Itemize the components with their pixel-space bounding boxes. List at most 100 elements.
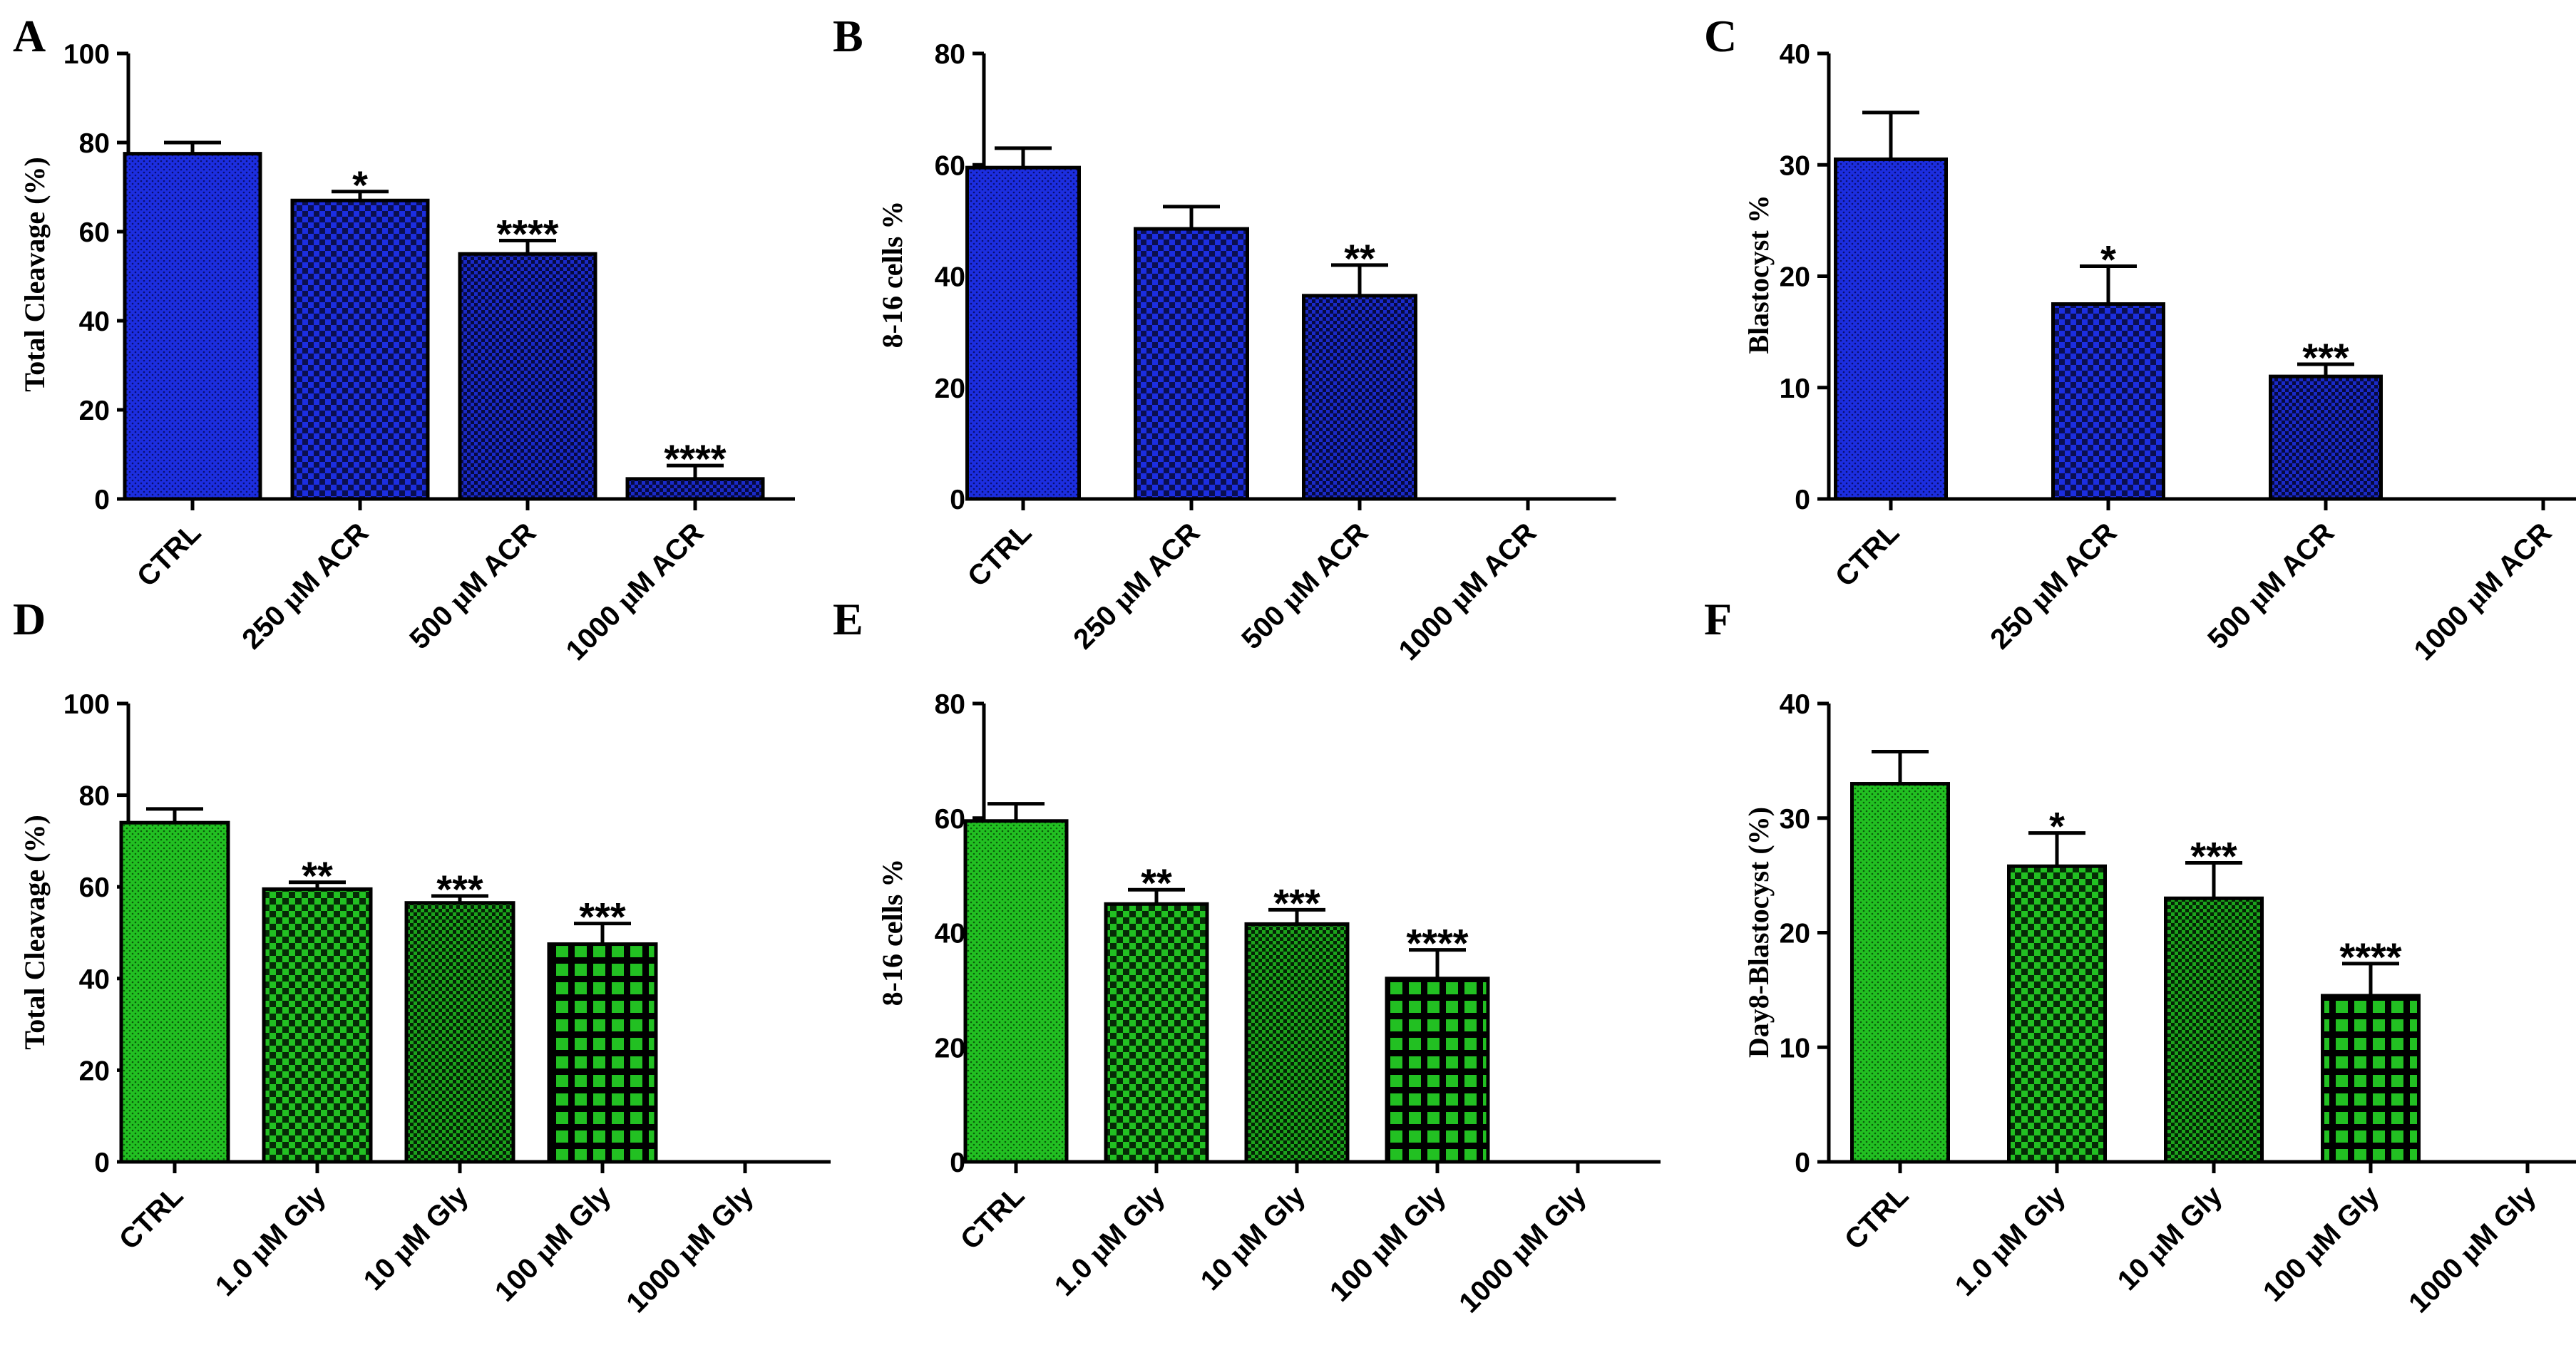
x-tick-label: 1000 µM ACR [2408,516,2558,666]
x-tick-label: 10 µM Gly [1194,1179,1312,1297]
panel-letter: C [1704,11,1737,61]
y-axis-label: Total Cleavage (%) [19,815,51,1050]
significance-marker: **** [664,436,726,481]
y-tick-label: 40 [79,964,110,995]
bar [963,819,1069,1164]
x-tick-label: 100 µM Gly [2257,1179,2386,1308]
y-tick-label: 0 [1795,485,1810,515]
bar [262,887,373,1164]
y-tick-label: 30 [1780,150,1810,181]
x-tick-label: 10 µM Gly [357,1179,475,1297]
bar [2007,864,2107,1164]
y-tick-label: 40 [935,262,965,293]
y-tick-label: 80 [935,39,965,70]
x-tick-label: 250 µM ACR [1984,516,2123,655]
y-tick-label: 10 [1780,374,1810,404]
bar [625,477,765,501]
x-tick-label: 1000 µM ACR [1392,516,1543,666]
bar [119,820,230,1164]
significance-marker: ** [302,853,333,898]
bar [1134,227,1249,501]
bar [2269,374,2383,501]
x-tick-label: CTRL [1839,1180,1915,1256]
y-tick-label: 20 [1780,262,1810,293]
significance-marker: ** [1344,236,1375,281]
x-tick-label: 1.0 µM Gly [209,1179,332,1302]
y-tick-label: 40 [1780,689,1810,720]
significance-marker: * [2049,804,2065,849]
x-tick-label: CTRL [962,517,1038,593]
y-tick-label: 80 [79,781,110,812]
y-tick-label: 40 [79,306,110,337]
y-tick-label: 40 [1780,39,1810,70]
bar [2164,896,2264,1164]
y-tick-label: 80 [79,128,110,159]
significance-marker: **** [1406,921,1468,966]
x-tick-label: CTRL [1830,517,1906,593]
y-tick-label: 20 [79,1056,110,1086]
significance-marker: * [352,163,368,207]
panel-d: D Total Cleavage (%) 0 20 40 60 80 100 CTRL ** 1.0… [13,594,831,1319]
significance-marker: ** [1141,860,1172,905]
y-tick-label: 60 [79,872,110,903]
y-tick-label: 0 [950,1148,965,1178]
x-tick-label: 500 µM ACR [2202,516,2341,655]
bar [1834,157,1948,501]
y-tick-label: 30 [1780,804,1810,835]
panel-letter: A [13,11,46,61]
y-tick-label: 40 [935,919,965,949]
x-tick-label: 1000 µM ACR [560,516,710,666]
y-tick-label: 10 [1780,1033,1810,1063]
bar [1302,294,1417,501]
bar [290,198,430,501]
y-tick-label: 20 [79,396,110,426]
x-tick-label: 100 µM Gly [1323,1179,1452,1308]
y-axis-label: 8-16 cells % [876,859,908,1006]
x-tick-label: CTRL [113,1180,190,1256]
y-axis-label: Blastocyst % [1743,195,1775,354]
significance-marker: *** [436,867,483,912]
bar [404,901,515,1164]
x-tick-label: CTRL [131,517,207,593]
panel-letter: F [1704,594,1732,644]
significance-marker: *** [2302,335,2349,380]
bar [2051,302,2165,501]
bar [2321,994,2421,1164]
bar [1244,922,1350,1164]
x-tick-label: 500 µM ACR [404,516,543,655]
bar [123,152,262,501]
y-tick-label: 100 [63,689,110,720]
significance-marker: **** [496,212,558,257]
y-axis-label: Day8-Blastocyst (%) [1743,807,1775,1058]
significance-marker: *** [1273,880,1320,925]
significance-marker: *** [2190,833,2237,878]
x-tick-label: 1000 µM Gly [1452,1179,1592,1319]
panel-f: F Day8-Blastocyst (%) 0 10 20 30 40 CTRL * 1.0 µM… [1704,594,2576,1319]
y-tick-label: 60 [935,150,965,181]
panel-e: E 8-16 cells % 0 20 40 60 80 CTRL ** 1.0 µM Gly **… [833,594,1661,1319]
bar [547,942,658,1164]
bar [1104,902,1209,1164]
x-tick-label: 500 µM ACR [1236,516,1375,655]
y-tick-label: 0 [94,485,110,515]
x-tick-label: 250 µM ACR [1067,516,1206,655]
x-tick-label: CTRL [955,1180,1031,1256]
bar [1385,977,1490,1164]
y-tick-label: 60 [79,217,110,248]
x-tick-label: 1.0 µM Gly [1048,1179,1171,1302]
panel-c: C Blastocyst % 0 10 20 30 40 CTRL * 250 µM ACR ***… [1704,11,2576,666]
bar [965,165,1081,501]
significance-marker: * [2100,237,2116,282]
bar [458,252,597,501]
x-tick-label: 10 µM Gly [2111,1179,2229,1297]
panel-letter: E [833,594,863,644]
y-tick-label: 0 [94,1148,110,1178]
significance-marker: **** [2339,934,2401,979]
bar [1850,782,1950,1164]
y-tick-label: 0 [1795,1148,1810,1178]
y-tick-label: 100 [63,39,110,70]
x-tick-label: 1000 µM Gly [2402,1179,2542,1319]
panel-letter: D [13,594,46,644]
panel-a: A Total Cleavage (%) 0 20 40 60 80 100 CTRL * 250 … [13,11,795,666]
